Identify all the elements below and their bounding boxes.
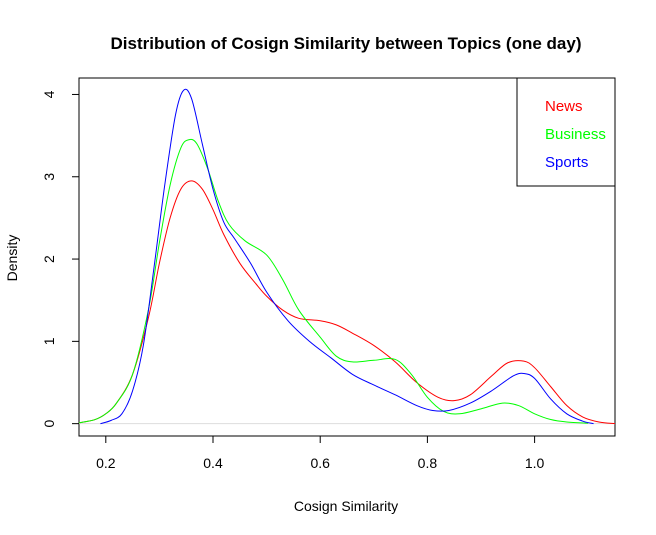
- y-tick-label: 4: [41, 90, 57, 98]
- legend-entry-sports: Sports: [545, 154, 588, 171]
- x-tick-label: 0.6: [310, 455, 330, 471]
- y-tick-label: 2: [41, 255, 57, 263]
- y-axis-label: Density: [4, 235, 20, 282]
- x-tick-label: 0.8: [418, 455, 438, 471]
- y-tick-label: 1: [41, 337, 57, 345]
- chart-title: Distribution of Cosign Similarity betwee…: [110, 34, 581, 53]
- y-tick-label: 3: [41, 173, 57, 181]
- legend-box: [516, 77, 616, 187]
- density-curve-news: [78, 180, 616, 425]
- legend: News Business Sports: [516, 77, 616, 187]
- legend-entry-business: Business: [545, 126, 606, 143]
- y-axis: 0 1 2 3 4: [41, 90, 79, 428]
- x-tick-label: 1.0: [525, 455, 545, 471]
- x-axis: 0.2 0.4 0.6 0.8 1.0: [96, 436, 545, 471]
- x-tick-label: 0.4: [203, 455, 223, 471]
- y-tick-label: 0: [41, 420, 57, 428]
- density-curve-sports: [100, 88, 594, 425]
- legend-entry-news: News: [545, 98, 583, 115]
- plot-frame: [78, 77, 616, 437]
- density-curve-business: [78, 138, 589, 424]
- x-tick-label: 0.2: [96, 455, 116, 471]
- x-axis-label: Cosign Similarity: [294, 498, 398, 514]
